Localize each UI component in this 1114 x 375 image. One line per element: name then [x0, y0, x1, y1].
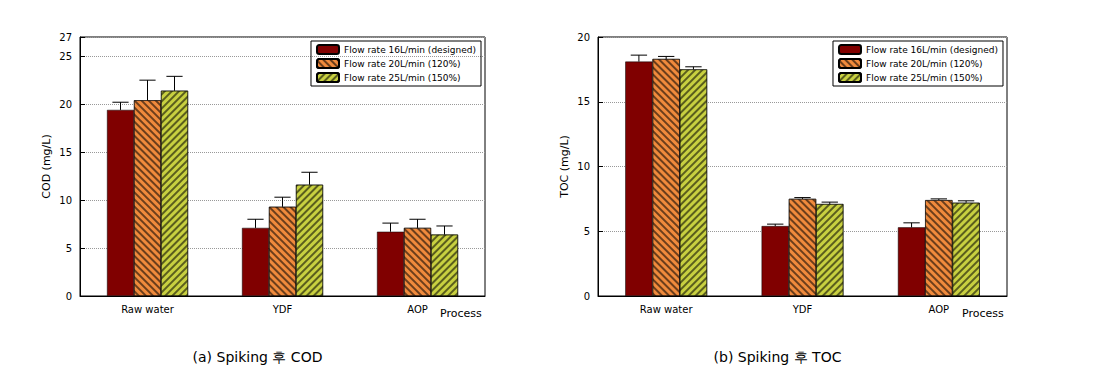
- svg-text:YDF: YDF: [792, 304, 813, 315]
- svg-text:Flow rate 16L/min (designed): Flow rate 16L/min (designed): [344, 45, 476, 55]
- svg-text:Flow rate 16L/min (designed): Flow rate 16L/min (designed): [866, 45, 998, 55]
- svg-text:10: 10: [59, 195, 72, 206]
- svg-text:AOP: AOP: [929, 304, 950, 315]
- svg-text:(a) Spiking 후 COD: (a) Spiking 후 COD: [193, 349, 323, 365]
- svg-text:0: 0: [584, 291, 590, 302]
- svg-text:Process: Process: [440, 307, 482, 320]
- svg-text:5: 5: [66, 243, 72, 254]
- svg-text:25: 25: [59, 51, 72, 62]
- svg-text:TOC (mg/L): TOC (mg/L): [558, 135, 571, 199]
- svg-text:20: 20: [577, 32, 590, 43]
- svg-text:5: 5: [584, 226, 590, 237]
- svg-text:AOP: AOP: [407, 304, 428, 315]
- svg-text:Flow rate 25L/min (150%): Flow rate 25L/min (150%): [344, 73, 461, 83]
- svg-text:COD (mg/L): COD (mg/L): [40, 134, 53, 198]
- svg-text:0: 0: [66, 291, 72, 302]
- svg-text:Flow rate 20L/min (120%): Flow rate 20L/min (120%): [344, 59, 461, 69]
- svg-text:15: 15: [59, 147, 72, 158]
- svg-text:20: 20: [59, 99, 72, 110]
- svg-text:Flow rate 20L/min (120%): Flow rate 20L/min (120%): [866, 59, 983, 69]
- svg-text:YDF: YDF: [272, 304, 293, 315]
- svg-text:(b) Spiking 후 TOC: (b) Spiking 후 TOC: [714, 349, 842, 365]
- svg-text:15: 15: [577, 96, 590, 107]
- svg-text:10: 10: [577, 161, 590, 172]
- svg-text:Process: Process: [962, 307, 1004, 320]
- svg-text:Flow rate 25L/min (150%): Flow rate 25L/min (150%): [866, 73, 983, 83]
- svg-text:Raw water: Raw water: [121, 304, 175, 315]
- svg-text:Raw water: Raw water: [640, 304, 694, 315]
- svg-text:27: 27: [59, 32, 72, 43]
